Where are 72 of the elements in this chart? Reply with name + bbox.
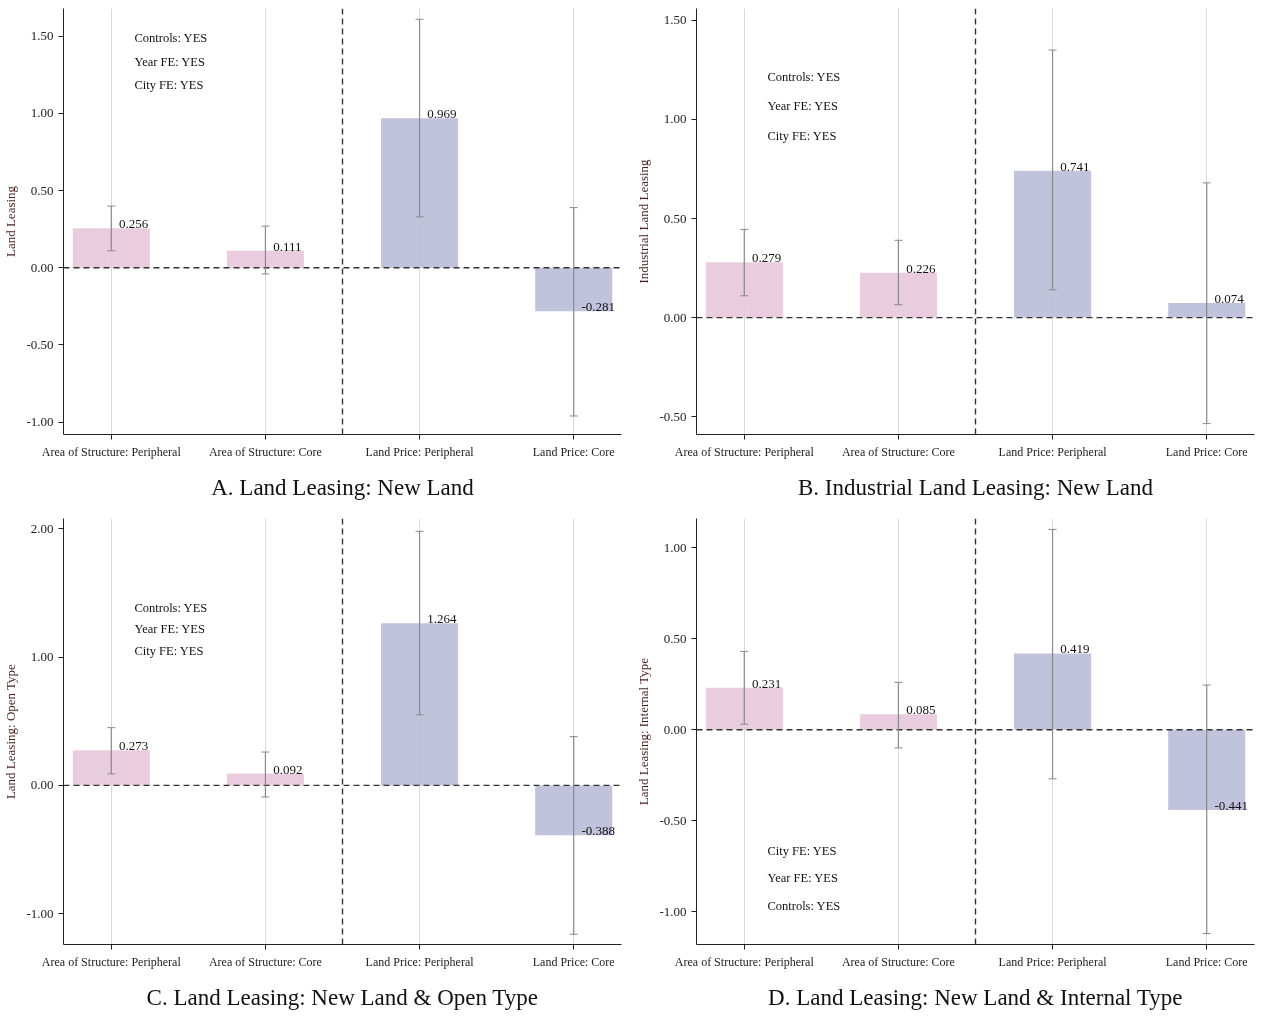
y-tick-label: 1.50: [663, 12, 687, 28]
annotation: Year FE: YES: [134, 622, 205, 637]
x-tick-label: Land Price: Core: [532, 444, 615, 459]
x-tick-label: Area of Structure: Peripheral: [674, 444, 815, 459]
x-tick-label: Area of Structure: Core: [841, 444, 955, 459]
annotation: Controls: YES: [134, 31, 208, 46]
x-tick-label: Area of Structure: Core: [208, 954, 322, 969]
data-label: 0.741: [1060, 158, 1090, 174]
data-label: 0.085: [906, 702, 936, 718]
annotation: City FE: YES: [134, 643, 204, 658]
x-tick-label: Area of Structure: Peripheral: [674, 954, 815, 969]
data-label: 0.419: [1060, 641, 1090, 657]
y-axis-title: Land Leasing: Open Type: [3, 663, 19, 800]
annotation: City FE: YES: [767, 843, 837, 858]
y-tick-label: 1.00: [663, 111, 687, 127]
y-tick-label: 0.00: [30, 259, 54, 275]
y-tick-label: -1.00: [26, 905, 54, 921]
y-tick-label: 1.00: [30, 649, 54, 665]
x-tick-label: Area of Structure: Core: [841, 954, 955, 969]
x-tick-label: Land Price: Peripheral: [365, 444, 475, 459]
y-tick-label: 0.50: [663, 630, 687, 646]
y-tick-label: 0.50: [663, 210, 687, 226]
x-tick-label: Land Price: Peripheral: [998, 444, 1108, 459]
data-label: 0.074: [1214, 290, 1245, 306]
y-axis-title: Land Leasing: Internal Type: [636, 657, 652, 806]
data-label: -0.388: [581, 823, 616, 839]
y-tick-label: 2.00: [30, 520, 54, 536]
text: B. Industrial Land Leasing: New Land: [797, 474, 1154, 500]
data-label: -0.441: [1214, 797, 1249, 813]
y-tick-label: 1.50: [30, 28, 54, 44]
text: D. Land Leasing: New Land & Internal Type: [768, 984, 1183, 1010]
annotation: Year FE: YES: [767, 871, 838, 886]
y-tick-label: -1.00: [659, 903, 687, 919]
data-label: 0.279: [751, 250, 782, 266]
data-label: 0.969: [427, 106, 457, 122]
x-tick-label: Area of Structure: Peripheral: [41, 444, 182, 459]
y-tick-label: 0.00: [663, 721, 687, 737]
y-axis-title: Industrial Land Leasing: [636, 158, 652, 284]
x-tick-label: Land Price: Core: [1165, 444, 1248, 459]
data-label: 0.226: [906, 260, 936, 276]
data-label: -0.281: [581, 299, 616, 315]
y-tick-label: -0.50: [659, 408, 687, 424]
x-tick-label: Land Price: Peripheral: [365, 954, 475, 969]
y-tick-label: 1.00: [30, 105, 54, 121]
text: C. Land Leasing: New Land & Open Type: [146, 984, 539, 1010]
x-tick-label: Land Price: Peripheral: [998, 954, 1108, 969]
text: A. Land Leasing: New Land: [211, 474, 475, 500]
annotation: City FE: YES: [134, 78, 204, 93]
annotation: City FE: YES: [767, 129, 837, 144]
x-tick-label: Land Price: Core: [1165, 954, 1248, 969]
y-tick-label: -1.00: [26, 414, 54, 430]
data-label: 0.256: [118, 216, 149, 232]
annotation: Controls: YES: [767, 899, 841, 914]
data-label: 0.111: [273, 238, 302, 254]
data-label: 0.092: [273, 761, 303, 777]
annotation: Controls: YES: [767, 69, 841, 84]
y-tick-label: 0.00: [663, 309, 687, 325]
data-label: 0.231: [751, 675, 782, 691]
y-tick-label: 0.50: [30, 182, 54, 198]
annotation: Year FE: YES: [134, 54, 205, 69]
y-tick-label: 1.00: [663, 539, 687, 555]
y-tick-label: -0.50: [659, 812, 687, 828]
y-tick-label: -0.50: [26, 336, 54, 352]
data-label: 1.264: [427, 611, 458, 627]
x-tick-label: Land Price: Core: [532, 954, 615, 969]
annotation: Year FE: YES: [767, 99, 838, 114]
y-axis-title: Land Leasing: [3, 185, 19, 258]
y-tick-label: 0.00: [30, 777, 54, 793]
x-tick-label: Area of Structure: Peripheral: [41, 954, 182, 969]
x-tick-label: Area of Structure: Core: [208, 444, 322, 459]
data-label: 0.273: [118, 738, 149, 754]
annotation: Controls: YES: [134, 600, 208, 615]
